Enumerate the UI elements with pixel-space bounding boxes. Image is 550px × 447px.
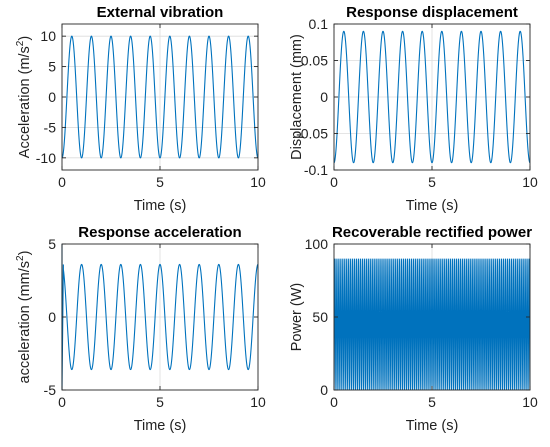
y-tick-label: 100 [305, 236, 329, 252]
y-axis-label: Power (W) [289, 283, 305, 351]
x-tick-label: 5 [156, 174, 164, 190]
y-tick-label: -10 [36, 150, 56, 166]
x-tick-label: 0 [58, 174, 66, 190]
y-axis-label-superscript: 2 [15, 255, 26, 261]
x-axis-label: Time (s) [406, 198, 459, 214]
x-tick-label: 10 [250, 394, 266, 410]
series-line-1 [61, 35, 259, 159]
subplot-title: Response acceleration [78, 224, 241, 241]
subplot-title: Response displacement [346, 4, 518, 21]
y-axis-label: acceleration (mm/s2) [15, 251, 33, 384]
y-axis-label-end: ) [17, 251, 33, 256]
y-tick-label: 50 [312, 309, 328, 325]
x-axis-label: Time (s) [406, 418, 459, 434]
x-tick-label: 5 [428, 394, 436, 410]
y-axis-label-end: ) [17, 36, 33, 41]
x-tick-label: 0 [58, 394, 66, 410]
y-axis-label-main: Acceleration (m/s [17, 46, 33, 158]
x-axis-label: Time (s) [134, 198, 187, 214]
x-axis-label: Time (s) [134, 418, 187, 434]
x-tick-label: 0 [330, 174, 338, 190]
y-tick-label: 5 [48, 236, 56, 252]
series-line-1 [61, 244, 259, 391]
subplot-title: Recoverable rectified power [332, 224, 532, 241]
series-line-1 [333, 30, 531, 164]
y-axis-label: Acceleration (m/s2) [15, 36, 33, 158]
subplot-title: External vibration [97, 4, 224, 21]
y-tick-label: 0 [48, 309, 56, 325]
y-tick-label: -5 [44, 382, 57, 398]
y-tick-label: -5 [44, 119, 57, 135]
x-tick-label: 5 [428, 174, 436, 190]
y-tick-label: 0 [48, 89, 56, 105]
y-axis-label-main: acceleration (mm/s [17, 261, 33, 383]
y-tick-label: 0 [320, 382, 328, 398]
y-axis-label: Displacement (mm) [289, 34, 305, 160]
y-tick-label: 0.1 [309, 16, 329, 32]
y-tick-label: 10 [40, 28, 56, 44]
y-tick-label: 5 [48, 59, 56, 75]
x-tick-label: 5 [156, 394, 164, 410]
subplot-1: 0 5 10 -10 -5 0 5 10 External vibration Time (s) A… [15, 4, 266, 214]
x-tick-label: 10 [522, 394, 538, 410]
x-tick-label: 10 [250, 174, 266, 190]
y-tick-label: 0 [320, 89, 328, 105]
x-tick-label: 0 [330, 394, 338, 410]
y-axis-label-superscript: 2 [15, 40, 26, 46]
y-tick-label: -0.1 [304, 162, 328, 178]
y-axis-label-main: Displacement (mm) [289, 34, 305, 160]
y-tick-label: -0.05 [296, 126, 328, 142]
y-axis-label-main: Power (W) [289, 283, 305, 351]
y-tick-label: 0.05 [301, 53, 328, 69]
x-tick-label: 10 [522, 174, 538, 190]
subplot-2: 0 5 10 -0.1 -0.05 0 0.05 0.1 Response displaceme… [289, 4, 538, 214]
